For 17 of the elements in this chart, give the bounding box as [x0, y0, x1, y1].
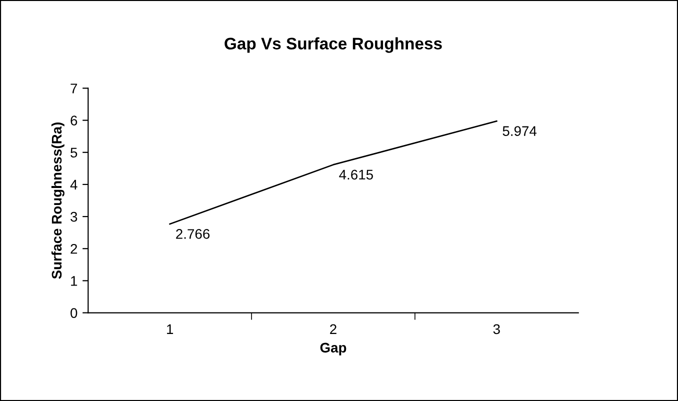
y-tick-label: 3 — [70, 212, 78, 222]
y-tick-label: 0 — [70, 308, 78, 318]
y-tick-label: 6 — [70, 116, 78, 126]
data-label: 4.615 — [339, 170, 373, 180]
y-tick-label: 1 — [71, 276, 78, 286]
x-tick-label: 2 — [330, 324, 336, 334]
y-tick-label: 2 — [70, 244, 78, 254]
x-axis-title: Gap — [320, 342, 346, 356]
x-tick-label: 1 — [167, 324, 174, 334]
y-tick-label: 7 — [70, 84, 78, 94]
y-tick-label: 4 — [70, 180, 78, 190]
data-label: 2.766 — [176, 229, 210, 239]
y-tick-label: 5 — [70, 148, 78, 158]
x-tick-label: 3 — [493, 324, 500, 334]
y-axis-title: Surface Roughness(Ra) — [51, 122, 64, 279]
data-label: 5.974 — [502, 126, 537, 136]
chart-title: Gap Vs Surface Roughness — [224, 37, 442, 53]
